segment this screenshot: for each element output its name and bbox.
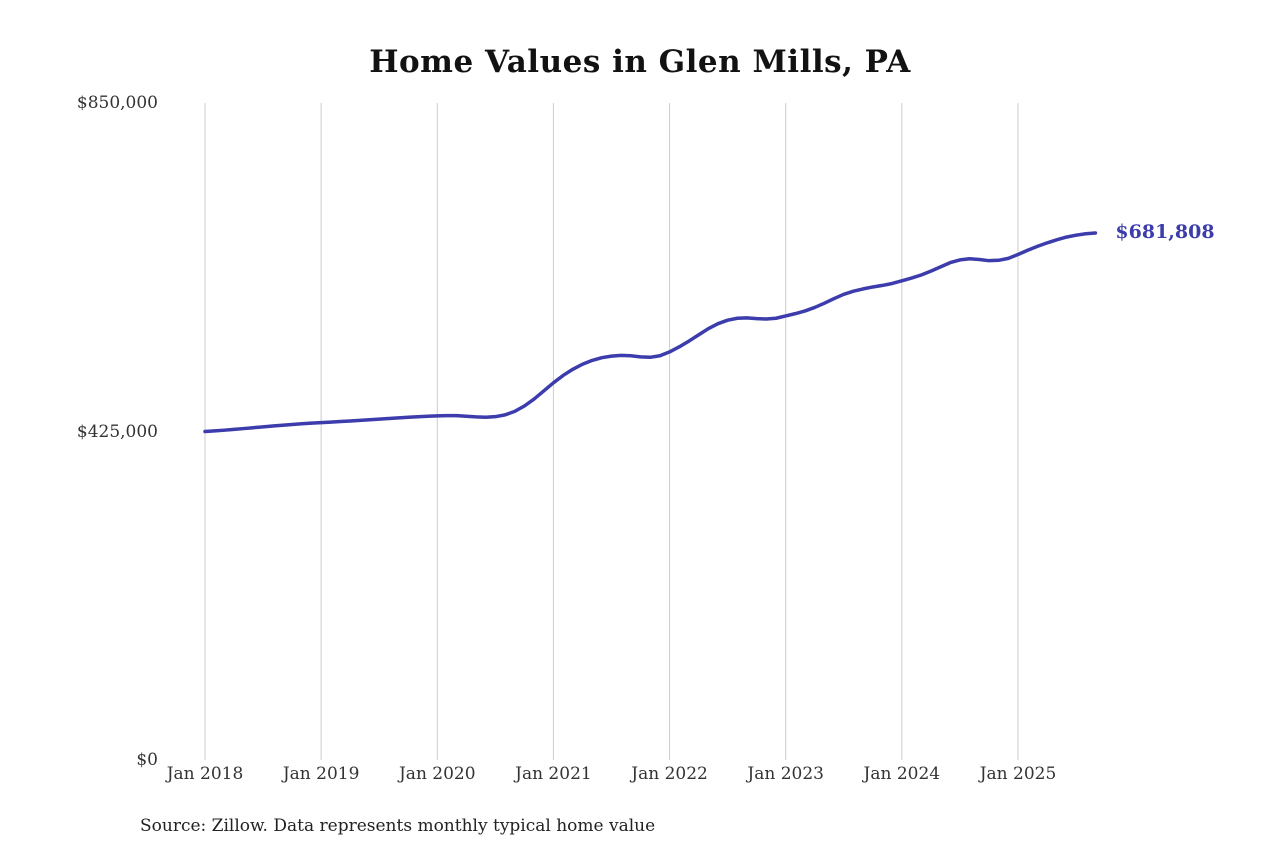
x-axis-tick-jan-2018: Jan 2018 xyxy=(166,764,244,784)
chart-title: Home Values in Glen Mills, PA xyxy=(369,44,911,80)
x-axis-tick-jan-2025: Jan 2025 xyxy=(979,764,1057,784)
x-axis-tick-jan-2024: Jan 2024 xyxy=(863,764,941,784)
home-value-line xyxy=(203,231,1098,434)
y-axis-tick-0: $0 xyxy=(136,750,158,770)
y-axis-tick-425000: $425,000 xyxy=(76,421,158,442)
current-value-label: $681,808 xyxy=(1115,221,1215,243)
y-axis-tick-850000: $850,000 xyxy=(76,93,158,113)
x-axis-tick-jan-2020: Jan 2020 xyxy=(398,764,476,784)
x-axis-tick-jan-2022: Jan 2022 xyxy=(631,764,708,784)
source-note: Source: Zillow. Data represents monthly … xyxy=(140,816,656,836)
x-axis-tick-jan-2021: Jan 2021 xyxy=(515,764,592,784)
x-axis-tick-jan-2019: Jan 2019 xyxy=(282,764,360,784)
x-axis-tick-jan-2023: Jan 2023 xyxy=(747,764,824,784)
